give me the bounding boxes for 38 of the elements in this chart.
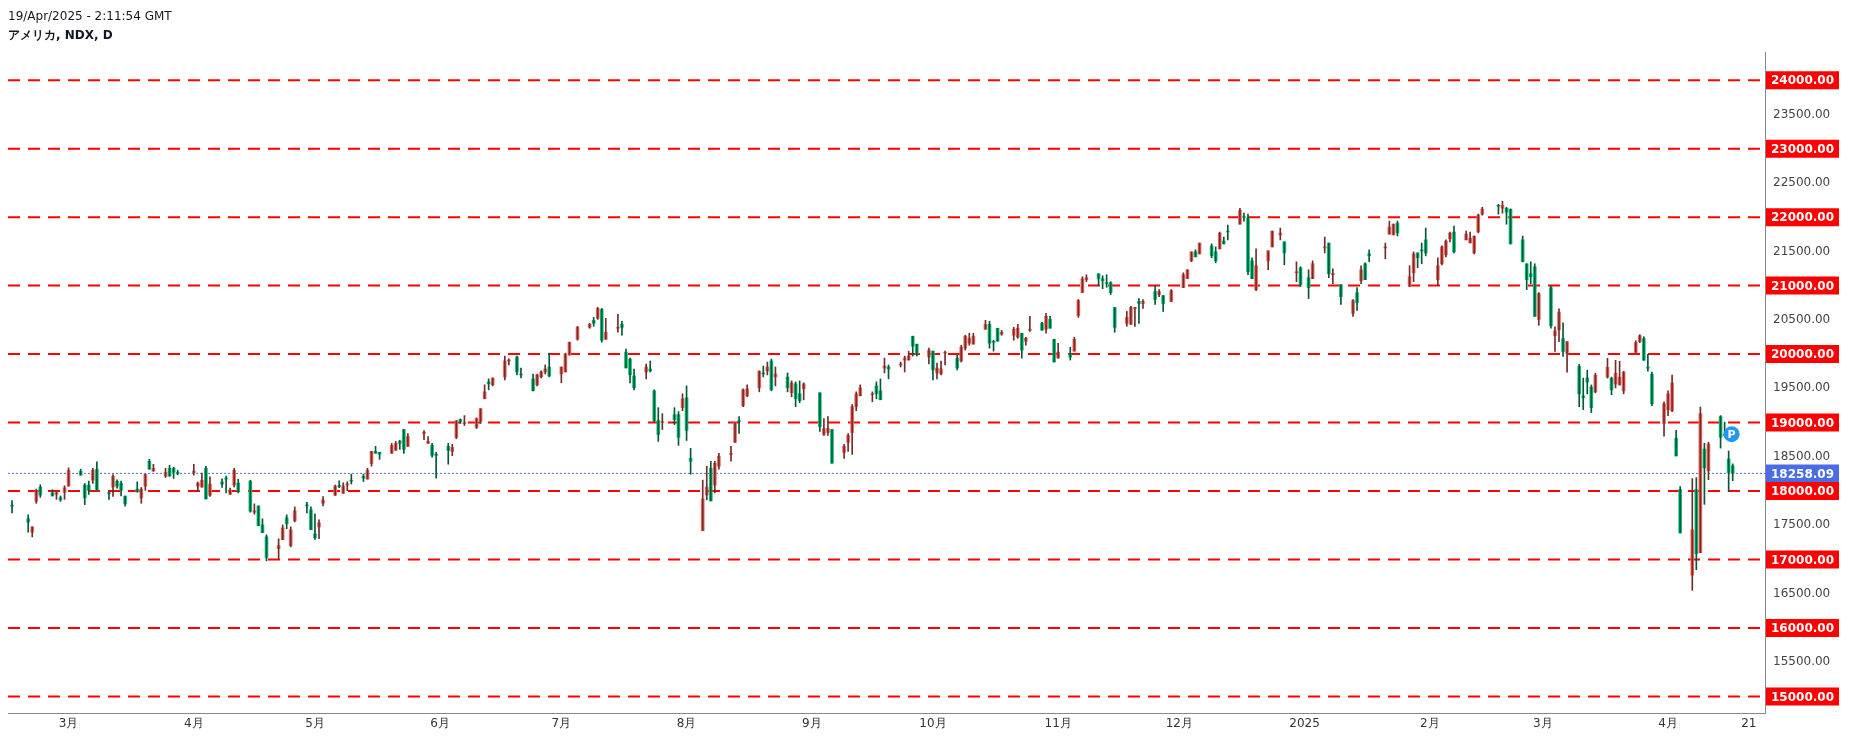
ref-line-label: 18258.09 [1771,466,1835,481]
x-tick-label: 10月 [919,715,947,730]
y-tick-label: 17500.00 [1773,517,1831,532]
x-tick-label: 12月 [1165,715,1193,730]
x-tick-label: 9月 [801,715,822,730]
y-tick-label: 16500.00 [1773,585,1831,600]
chart-subtitle: アメリカ, NDX, D [8,27,113,42]
x-tick-label: 6月 [430,715,450,730]
ref-line-label: 17000.00 [1771,552,1835,567]
x-tick-label: 4月 [183,715,204,730]
ref-line-label: 21000.00 [1771,278,1835,293]
x-tick-label: 2月 [1419,715,1440,730]
ref-line-label: 24000.00 [1771,73,1835,88]
chart-title: 19/Apr/2025 - 2:11:54 GMT [8,9,173,24]
ref-line-label: 16000.00 [1771,621,1835,636]
x-tick-label: 3月 [58,715,79,730]
x-tick-label: 7月 [551,715,572,730]
y-tick-label: 15500.00 [1773,654,1831,669]
ref-line-label: 23000.00 [1771,141,1835,156]
ref-line-label: 15000.00 [1771,689,1835,704]
x-tick-label: 8月 [676,715,697,730]
y-tick-label: 18500.00 [1773,448,1831,463]
x-tick-label: 2025 [1289,715,1320,730]
x-tick-label: 4月 [1658,715,1678,730]
y-tick-label: 20500.00 [1773,311,1831,326]
x-tick-label: 5月 [305,715,325,730]
ref-line-label: 18000.00 [1771,484,1835,499]
y-tick-label: 22500.00 [1773,175,1831,190]
annotation: P [1727,428,1736,442]
x-tick-label: 11月 [1044,715,1072,730]
ref-line-label: 19000.00 [1771,415,1835,430]
ref-line-label: 20000.00 [1771,347,1835,362]
ref-line-label: 22000.00 [1771,210,1835,225]
y-tick-label: 21500.00 [1773,243,1831,258]
y-tick-label: 23500.00 [1773,106,1831,121]
x-tick-label: 3月 [1533,715,1553,730]
y-tick-label: 19500.00 [1773,380,1831,395]
x-tick-label: 21 [1741,715,1757,730]
